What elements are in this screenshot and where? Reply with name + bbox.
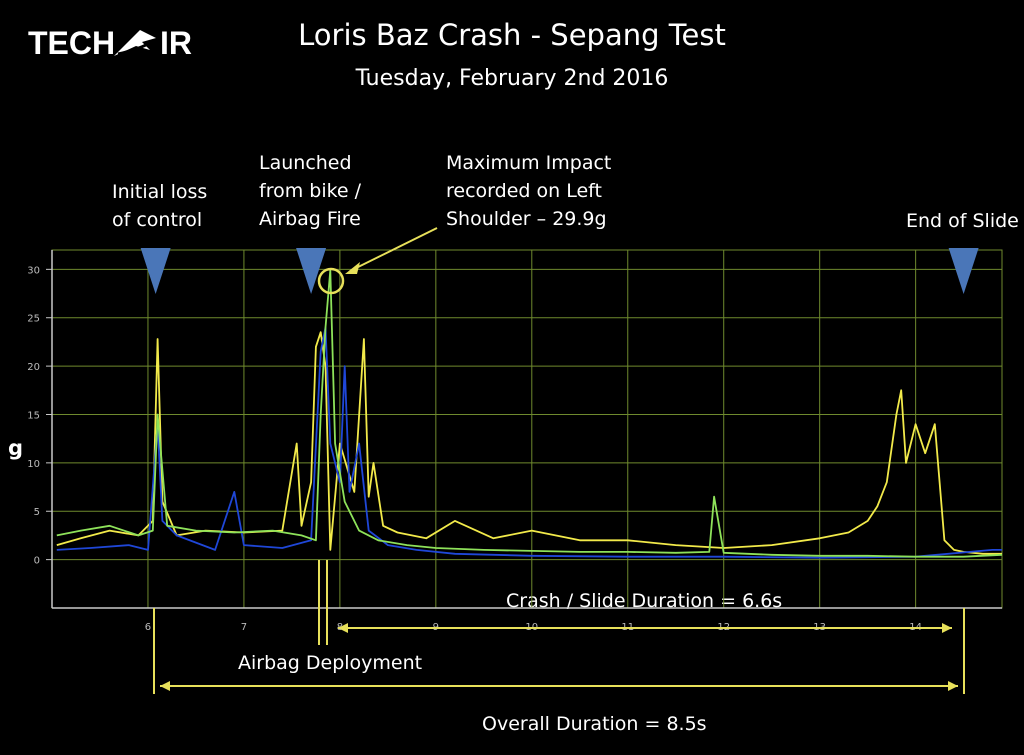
annotation-end-slide: End of Slide — [906, 210, 1019, 232]
alpinestars-star-icon — [114, 30, 156, 56]
annotation-initial-loss: Initial loss of control — [112, 181, 208, 231]
crash-duration-arrow-left — [338, 623, 348, 633]
logo-text-left: TECH — [28, 25, 115, 61]
annotation-max-impact: Maximum Impact recorded on Left Shoulder… — [446, 152, 612, 230]
chart-title: Loris Baz Crash - Sepang Test — [298, 18, 726, 52]
y-tick-label: 25 — [27, 314, 40, 325]
max-impact-arrowhead — [345, 262, 360, 274]
marker-initial-loss — [140, 248, 171, 294]
annotation-airbag-deployment: Airbag Deployment — [238, 652, 423, 674]
y-tick-label: 15 — [27, 410, 40, 421]
crash-duration-arrow-right — [942, 623, 952, 633]
y-tick-label: 0 — [34, 556, 40, 567]
x-tick-label: 6 — [145, 622, 151, 633]
logo-text-right: IR — [160, 25, 192, 61]
overall-arrow-left — [160, 681, 170, 691]
y-tick-label: 20 — [27, 362, 40, 373]
y-tick-label: 10 — [27, 459, 40, 470]
marker-launched — [296, 248, 327, 294]
chart-subtitle: Tuesday, February 2nd 2016 — [355, 66, 669, 91]
y-tick-label: 30 — [27, 265, 40, 276]
marker-end-slide — [948, 248, 979, 294]
x-tick-label: 7 — [241, 622, 247, 633]
y-tick-label: 5 — [34, 507, 40, 518]
max-impact-circle — [317, 267, 345, 295]
annotation-overall-duration: Overall Duration = 8.5s — [482, 713, 707, 735]
plot-frame — [51, 249, 1003, 609]
series-yellow — [56, 331, 1002, 555]
series-green — [56, 269, 1003, 558]
tech-air-logo: TECH IR — [28, 25, 192, 61]
overall-arrow-right — [948, 681, 958, 691]
annotation-launched: Launched from bike / Airbag Fire — [259, 152, 362, 230]
series-blue — [56, 326, 1002, 559]
y-axis-label: g — [8, 436, 24, 460]
max-impact-arrow — [349, 227, 438, 272]
